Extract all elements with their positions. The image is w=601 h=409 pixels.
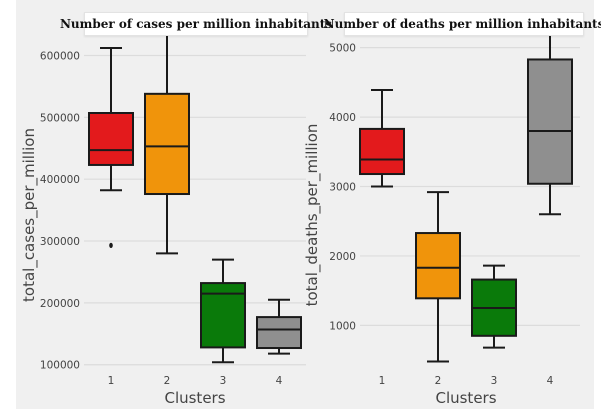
- box-iqr: [527, 58, 573, 185]
- y-tick-label: 200000: [40, 298, 80, 310]
- y-tick-label: 100000: [40, 360, 80, 372]
- box-iqr: [415, 232, 461, 300]
- box-cluster-1: [359, 89, 405, 188]
- x-tick-label: 4: [276, 375, 283, 387]
- deaths-chart-title: Number of deaths per million inhabitants: [324, 12, 601, 36]
- x-tick-label: 4: [547, 375, 554, 387]
- x-tick-label: 2: [164, 375, 171, 387]
- y-axis-label: total_cases_per_million: [20, 128, 39, 302]
- x-axis-label: Clusters: [435, 389, 496, 407]
- box-iqr: [359, 127, 405, 176]
- x-axis-label: Clusters: [164, 389, 225, 407]
- x-tick-label: 1: [108, 375, 115, 387]
- y-tick-label: 5000: [329, 43, 356, 55]
- y-tick-label: 4000: [329, 112, 356, 124]
- deaths-panel: 1000 2000 3000 4000 5000 1 2 3 4 Clusters total_de…: [303, 0, 594, 409]
- box-iqr: [144, 92, 190, 196]
- box-cluster-2: [144, 20, 190, 255]
- cases-panel: 100000 200000 300000 400000 500000 600000 1 2 3 4…: [16, 0, 306, 409]
- box-cluster-2: [415, 191, 461, 363]
- x-tick-label: 3: [491, 375, 498, 387]
- y-tick-label: 300000: [40, 236, 80, 248]
- y-tick-label: 3000: [329, 182, 356, 194]
- box-cluster-3: [471, 264, 517, 349]
- y-tick-label: 1000: [329, 320, 356, 332]
- outlier-point: [109, 242, 113, 248]
- y-tick-label: 400000: [40, 174, 80, 186]
- x-tick-label: 3: [220, 375, 227, 387]
- box-cluster-1: [88, 47, 134, 248]
- y-axis-label: total_deaths_per_million: [303, 124, 322, 307]
- box-iqr: [256, 316, 302, 350]
- y-tick-label: 2000: [329, 251, 356, 263]
- box-cluster-3: [200, 258, 246, 364]
- y-tick-label: 600000: [40, 50, 80, 62]
- x-tick-label: 2: [435, 375, 442, 387]
- box-iqr: [88, 111, 134, 166]
- box-cluster-4: [527, 17, 573, 216]
- x-tick-label: 1: [379, 375, 386, 387]
- box-cluster-4: [256, 298, 302, 355]
- cases-chart-title: Number of cases per million inhabitants: [60, 12, 332, 36]
- y-tick-label: 500000: [40, 112, 80, 124]
